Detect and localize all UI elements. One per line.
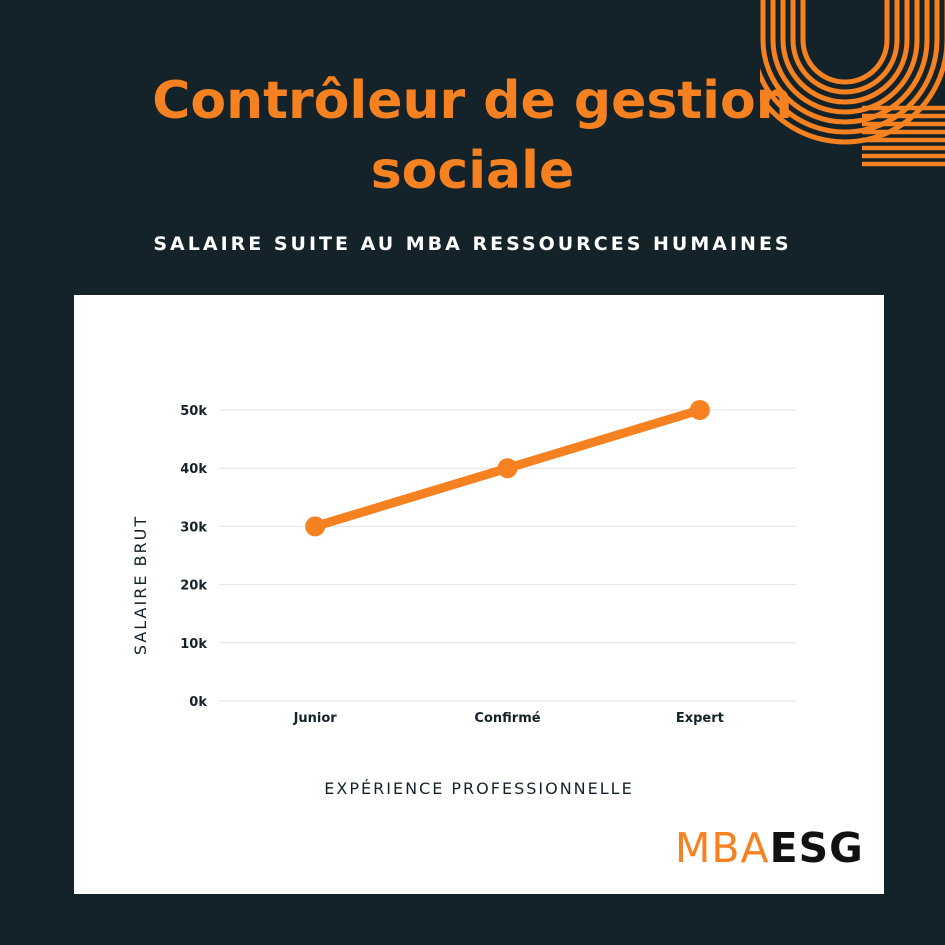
y-tick-label: 40k (180, 462, 207, 477)
decorative-stripes-icon (760, 0, 945, 167)
salary-line-chart: 0k 10k 20k 30k 40k 50k Junior Confirmé Expert EXP… (131, 400, 796, 798)
stripe-arc (770, 0, 920, 115)
page-title-line-2: sociale (370, 141, 575, 201)
stripe-arc (760, 0, 940, 135)
logo-esg: ESG (769, 824, 864, 872)
data-point (305, 516, 326, 537)
y-tick-label: 0k (189, 695, 207, 710)
y-axis-label: SALAIRE BRUT (131, 515, 150, 655)
mba-esg-logo: MBAESG (675, 825, 864, 871)
chart-card: 0k 10k 20k 30k 40k 50k Junior Confirmé Expert EXP… (74, 295, 884, 894)
data-point (497, 458, 518, 479)
x-axis-label: EXPÉRIENCE PROFESSIONNELLE (324, 779, 633, 798)
stripe-arc (760, 0, 945, 145)
x-tick-label: Expert (676, 711, 724, 726)
stripe-arc (790, 0, 900, 95)
stripe-arc (800, 0, 890, 85)
y-tick-label: 30k (180, 520, 207, 535)
y-tick-label: 10k (180, 637, 207, 652)
page-subtitle: SALAIRE SUITE AU MBA RESSOURCES HUMAINES (153, 233, 792, 255)
logo-mba: MBA (675, 824, 770, 872)
page-title: Contrôleur de gestion sociale (0, 66, 945, 206)
y-tick-label: 50k (180, 404, 207, 419)
stripe-arc (760, 0, 930, 125)
stripe-arc (780, 0, 910, 105)
x-tick-label: Confirmé (474, 711, 540, 726)
data-point (689, 400, 710, 420)
page-title-line-1: Contrôleur de gestion (152, 71, 793, 131)
x-tick-label: Junior (293, 711, 338, 726)
y-tick-label: 20k (180, 579, 207, 594)
